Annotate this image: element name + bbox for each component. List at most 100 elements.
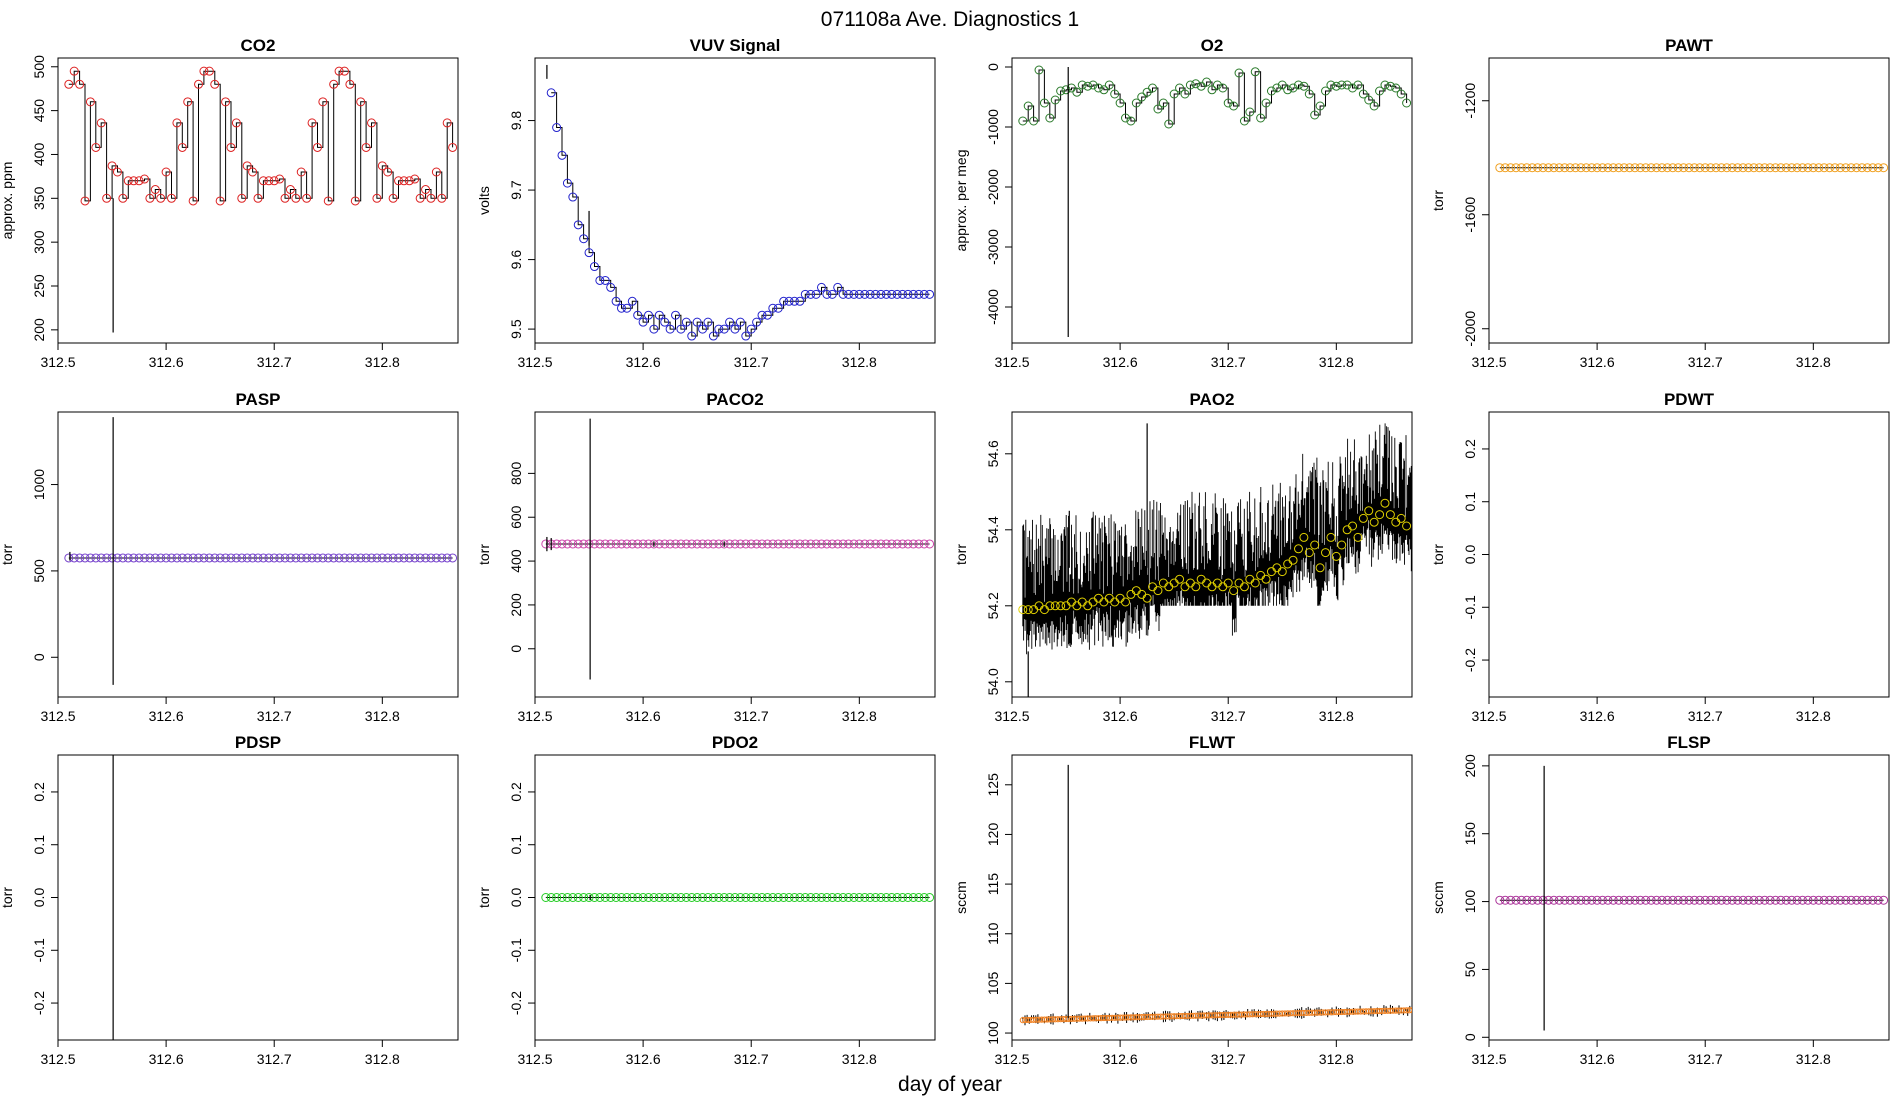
data-point bbox=[1743, 895, 1753, 905]
data-point bbox=[1565, 163, 1575, 173]
y-tick-label: -0.1 bbox=[1462, 595, 1478, 619]
data-point bbox=[1608, 895, 1618, 905]
data-point bbox=[806, 539, 816, 549]
data-point bbox=[1549, 895, 1559, 905]
data-point bbox=[1304, 89, 1314, 99]
data-point bbox=[762, 539, 772, 549]
data-point bbox=[546, 88, 556, 98]
data-point bbox=[833, 893, 843, 902]
data-point bbox=[849, 893, 859, 902]
data-point bbox=[622, 303, 632, 313]
data-point bbox=[188, 553, 198, 563]
y-tick-label: 0.1 bbox=[31, 835, 47, 855]
data-point bbox=[339, 66, 349, 76]
data-point bbox=[638, 317, 648, 327]
panel-title: O2 bbox=[1201, 36, 1224, 55]
y-tick-label: 500 bbox=[31, 55, 47, 79]
data-point bbox=[1364, 95, 1374, 105]
data-point bbox=[1137, 92, 1147, 102]
data-point bbox=[887, 893, 897, 902]
data-point bbox=[638, 893, 648, 902]
data-point bbox=[1781, 895, 1791, 905]
data-point bbox=[768, 893, 778, 902]
data-point bbox=[725, 317, 735, 327]
data-point bbox=[1792, 895, 1802, 905]
data-point bbox=[757, 310, 767, 320]
data-point bbox=[264, 176, 274, 186]
data-point bbox=[1375, 510, 1385, 520]
data-point bbox=[85, 97, 95, 107]
data-point bbox=[1798, 163, 1808, 173]
data-point bbox=[1180, 89, 1190, 99]
y-axis-label: torr bbox=[1430, 544, 1446, 565]
data-point bbox=[1581, 895, 1591, 905]
data-point bbox=[415, 193, 425, 203]
data-point bbox=[1527, 163, 1537, 173]
data-point bbox=[1072, 87, 1082, 97]
data-point bbox=[1738, 895, 1748, 905]
x-tick-label: 312.8 bbox=[1319, 1051, 1354, 1067]
data-point bbox=[779, 893, 789, 902]
data-point bbox=[811, 289, 821, 299]
data-point bbox=[1538, 895, 1548, 905]
data-point bbox=[377, 553, 387, 563]
data-point bbox=[1716, 163, 1726, 173]
data-point bbox=[568, 893, 578, 902]
data-point bbox=[1223, 98, 1233, 108]
data-point bbox=[334, 66, 344, 76]
data-point bbox=[1700, 895, 1710, 905]
x-tick-label: 312.6 bbox=[1580, 708, 1615, 724]
data-point bbox=[562, 893, 572, 902]
data-point bbox=[129, 176, 139, 186]
data-point bbox=[139, 174, 149, 184]
y-tick-label: 115 bbox=[985, 873, 1001, 896]
data-point bbox=[562, 539, 572, 549]
data-point bbox=[1250, 67, 1260, 77]
data-point bbox=[350, 196, 360, 206]
data-point bbox=[1625, 895, 1635, 905]
data-point bbox=[80, 196, 90, 206]
data-point bbox=[1679, 895, 1689, 905]
data-point bbox=[1299, 532, 1309, 542]
data-point bbox=[633, 893, 643, 902]
data-point bbox=[1104, 80, 1114, 90]
data-point bbox=[1375, 86, 1385, 96]
data-point bbox=[1846, 895, 1856, 905]
panel-title: CO2 bbox=[241, 36, 276, 55]
data-point bbox=[1018, 116, 1028, 126]
data-point bbox=[600, 275, 610, 285]
x-tick-label: 312.5 bbox=[40, 1051, 75, 1067]
data-point bbox=[752, 893, 762, 902]
data-point bbox=[1722, 163, 1732, 173]
data-point bbox=[442, 118, 452, 128]
data-point bbox=[844, 539, 854, 549]
data-point bbox=[1045, 113, 1055, 123]
data-point bbox=[291, 553, 301, 563]
plot-frame bbox=[57, 411, 459, 698]
data-point bbox=[1056, 601, 1066, 611]
data-point bbox=[372, 553, 382, 563]
panel-pdsp: PDSP torr 312.5 312.6 312.7 312.8 -0.2 -0.1 0.0 0… bbox=[0, 733, 459, 1067]
data-point bbox=[860, 539, 870, 549]
data-point bbox=[681, 539, 691, 549]
data-point bbox=[589, 262, 599, 272]
data-point bbox=[1646, 163, 1656, 173]
y-tick-label: 54.2 bbox=[985, 592, 1001, 619]
data-point bbox=[367, 118, 377, 128]
data-point bbox=[1169, 89, 1179, 99]
data-point bbox=[426, 553, 436, 563]
data-point bbox=[1619, 163, 1629, 173]
data-point bbox=[167, 193, 177, 203]
data-point bbox=[871, 893, 881, 902]
data-point bbox=[773, 303, 783, 313]
data-point bbox=[150, 185, 160, 195]
plot-area bbox=[546, 64, 935, 341]
data-point bbox=[595, 893, 605, 902]
data-point bbox=[1700, 163, 1710, 173]
data-point bbox=[822, 893, 832, 902]
series-line bbox=[551, 92, 930, 337]
data-point bbox=[1825, 163, 1835, 173]
data-point bbox=[183, 97, 193, 107]
data-point bbox=[312, 142, 322, 152]
panel-vuv-signal: VUV Signal volts 312.5 312.6 312.7 312.8 9.5 9.… bbox=[476, 36, 936, 370]
